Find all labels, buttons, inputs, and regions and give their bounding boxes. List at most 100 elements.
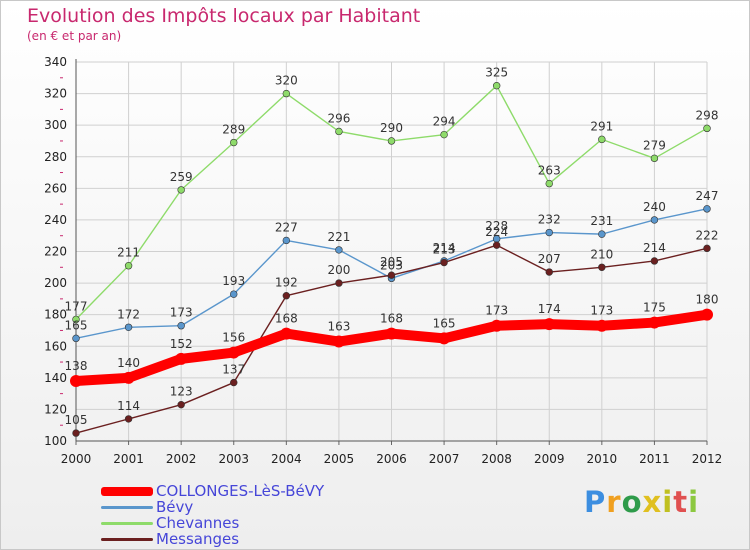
legend-swatch-bevy <box>101 506 153 509</box>
logo-letter: t <box>673 485 689 519</box>
data-label-1: 247 <box>696 189 719 203</box>
data-label-3: 222 <box>696 228 719 242</box>
y-tick-label: 140 <box>44 371 67 385</box>
data-label-0: 168 <box>275 312 298 326</box>
data-label-2: 279 <box>643 138 666 152</box>
data-label-2: 290 <box>380 121 403 135</box>
series-point-1 <box>230 290 238 298</box>
x-tick-label: 2009 <box>534 452 565 466</box>
series-point-3 <box>72 429 80 437</box>
series-point-3 <box>492 241 501 249</box>
series-point-3 <box>282 292 291 300</box>
data-label-1: 232 <box>538 213 561 227</box>
series-point-1 <box>335 246 343 254</box>
legend-swatch-messanges <box>101 538 153 541</box>
data-label-3: 123 <box>170 385 193 399</box>
data-label-1: 165 <box>65 318 88 332</box>
series-point-0 <box>543 318 556 331</box>
proxiti-logo: Proxiti <box>584 485 699 519</box>
grid <box>75 61 708 442</box>
series-point-1 <box>282 236 291 245</box>
x-tick-label: 2008 <box>481 452 512 466</box>
y-tick-label: 280 <box>44 150 67 164</box>
data-label-3: 105 <box>65 413 88 427</box>
data-label-1: 231 <box>590 214 613 228</box>
data-label-3: 137 <box>222 363 245 377</box>
data-label-1: 240 <box>643 200 666 214</box>
x-tick-label: 2010 <box>587 452 618 466</box>
series-point-2 <box>72 315 80 324</box>
series-point-2 <box>335 127 343 136</box>
data-label-0: 152 <box>170 337 193 351</box>
series-point-1 <box>177 322 185 330</box>
series-point-2 <box>282 89 291 98</box>
series-point-3 <box>124 415 133 423</box>
data-label-2: 259 <box>170 170 193 184</box>
series-point-0 <box>332 335 345 348</box>
logo-letter: i <box>662 485 674 519</box>
data-label-3: 192 <box>275 276 298 290</box>
data-label-3: 114 <box>117 399 140 413</box>
series-point-1 <box>703 205 711 213</box>
series-point-1 <box>598 230 606 238</box>
x-tick-label: 2000 <box>61 452 92 466</box>
series-point-2 <box>387 137 396 145</box>
series-point-3 <box>545 268 553 276</box>
series-point-2 <box>177 186 185 194</box>
y-tick-label: 200 <box>44 276 67 290</box>
series-point-2 <box>440 130 448 139</box>
series-point-3 <box>650 257 659 265</box>
series-point-3 <box>230 378 238 387</box>
data-label-0: 156 <box>222 331 245 345</box>
series-point-3 <box>335 279 343 287</box>
data-label-0: 174 <box>538 302 561 316</box>
series-point-3 <box>703 244 711 253</box>
data-label-1: 172 <box>117 307 140 321</box>
series-point-2 <box>703 124 711 133</box>
x-tick-label: 2011 <box>639 452 670 466</box>
chart-title: Evolution des Impôts locaux par Habitant <box>27 5 421 27</box>
axes: 100 120 140 160 180 200 220 240 260 280 300 320 340 2… <box>44 55 722 466</box>
series-point-2 <box>650 154 659 163</box>
series-point-0 <box>490 319 503 332</box>
data-label-3: 213 <box>433 243 456 257</box>
data-label-2: 296 <box>327 111 350 125</box>
series-point-0 <box>701 308 713 321</box>
y-tick-label: 160 <box>44 339 67 353</box>
x-tick-label: 2006 <box>376 452 407 466</box>
data-label-1: 203 <box>380 258 403 272</box>
x-tick-label: 2007 <box>429 452 460 466</box>
logo-letter: o <box>621 485 643 519</box>
series-point-2 <box>545 179 553 188</box>
data-label-1: 173 <box>170 306 193 320</box>
series-point-3 <box>440 258 448 267</box>
series-point-0 <box>280 327 293 340</box>
data-label-2: 291 <box>590 119 613 133</box>
data-label-0: 175 <box>643 301 666 315</box>
data-label-0: 180 <box>696 293 719 307</box>
data-label-0: 140 <box>117 356 140 370</box>
legend-label-collonges: COLLONGES-LèS-BéVY <box>156 482 325 500</box>
legend-swatch-chevannes <box>101 522 153 525</box>
data-label-3: 205 <box>380 255 403 269</box>
logo-letter: P <box>584 485 607 519</box>
data-label-0: 173 <box>485 304 508 318</box>
series-point-2 <box>124 262 133 270</box>
series-point-2 <box>230 138 238 147</box>
y-tick-label: 300 <box>44 118 67 132</box>
legend-label-chevannes: Chevannes <box>156 514 240 532</box>
legend-label-bevy: Bévy <box>156 498 194 516</box>
series-point-3 <box>598 263 606 271</box>
x-tick-label: 2003 <box>218 452 249 466</box>
series-point-2 <box>492 81 501 90</box>
data-labels: 177 211 259 289 320 296 290 294 325 263 291 279 298 1… <box>65 66 719 427</box>
data-label-2: 289 <box>222 123 245 137</box>
series-point-0 <box>385 327 398 340</box>
data-label-0: 138 <box>65 359 88 373</box>
y-tick-label: 180 <box>44 308 67 322</box>
logo-letter: i <box>688 485 700 519</box>
y-tick-label: 120 <box>44 402 67 416</box>
legend-label-messanges: Messanges <box>156 530 240 548</box>
